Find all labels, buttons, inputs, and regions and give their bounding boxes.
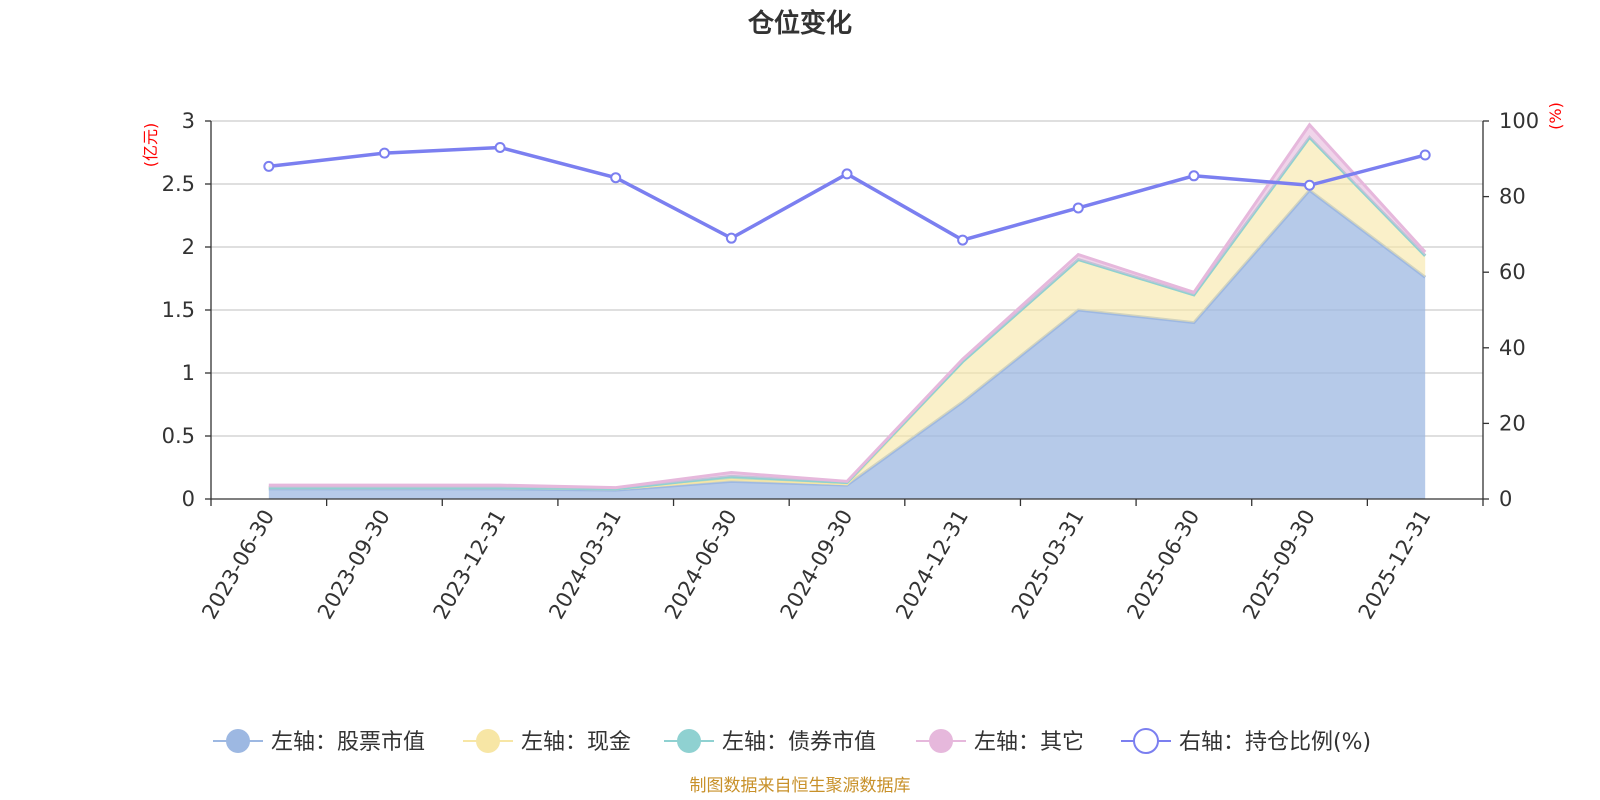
ratio-point xyxy=(1419,149,1431,161)
area-series-3-edge xyxy=(268,122,1427,490)
left-axis-tick-label: 2.5 xyxy=(162,172,195,196)
position-ratio-line xyxy=(263,141,1431,246)
legend-label: 左轴：其它 xyxy=(974,730,1084,755)
left-axis-tick-label: 0 xyxy=(182,487,195,511)
right-axis-tick-label: 80 xyxy=(1499,185,1526,209)
ratio-point xyxy=(725,232,737,244)
legend-marker xyxy=(677,729,701,753)
legend-item-4[interactable]: 右轴：持仓比例(%) xyxy=(1121,728,1371,755)
legend-marker xyxy=(226,729,250,753)
left-axis-unit: (亿元) xyxy=(141,123,160,168)
right-axis-tick-label: 40 xyxy=(1499,336,1526,360)
right-axis-tick-label: 100 xyxy=(1499,109,1539,133)
right-axis-tick-label: 20 xyxy=(1499,411,1526,435)
x-axis-tick-label: 2025-06-30 xyxy=(1122,506,1204,624)
left-axis-tick-label: 2 xyxy=(182,235,195,259)
legend-label: 右轴：持仓比例(%) xyxy=(1179,730,1371,755)
left-axis-tick-label: 1 xyxy=(182,361,195,385)
legend[interactable]: 左轴：股票市值 左轴：现金 左轴：债券市值 左轴：其它 右轴：持仓比例(%) xyxy=(213,728,1371,755)
x-axis-tick-label: 2025-03-31 xyxy=(1007,506,1089,624)
legend-marker xyxy=(929,729,953,753)
ratio-point xyxy=(841,168,853,180)
x-axis-tick-label: 2023-06-30 xyxy=(197,506,279,624)
x-axis-tick-label: 2023-12-31 xyxy=(429,506,511,624)
x-axis-tick-label: 2024-03-31 xyxy=(544,506,626,624)
legend-item-0[interactable]: 左轴：股票市值 xyxy=(213,729,425,755)
right-axis-tick-label: 60 xyxy=(1499,260,1526,284)
ratio-point xyxy=(1188,170,1200,182)
right-axis-unit: (%) xyxy=(1546,102,1565,130)
ratio-point xyxy=(957,234,969,246)
area-series-1 xyxy=(268,137,1426,491)
right-axis-tick-label: 0 xyxy=(1499,487,1512,511)
x-axis-tick-label: 2024-06-30 xyxy=(660,506,742,624)
legend-item-1[interactable]: 左轴：现金 xyxy=(463,729,631,755)
legend-item-2[interactable]: 左轴：债券市值 xyxy=(664,729,876,755)
legend-label: 左轴：股票市值 xyxy=(271,730,425,755)
left-axis-tick-label: 0.5 xyxy=(162,424,195,448)
x-axis-tick-label: 2024-09-30 xyxy=(776,506,858,624)
ratio-point xyxy=(1072,202,1084,214)
legend-marker xyxy=(1133,728,1159,754)
data-source-note: 制图数据来自恒生聚源数据库 xyxy=(690,776,911,796)
legend-item-3[interactable]: 左轴：其它 xyxy=(916,729,1084,755)
legend-label: 左轴：债券市值 xyxy=(722,730,876,755)
x-axis-tick-label: 2024-12-31 xyxy=(891,506,973,624)
ratio-point xyxy=(610,172,622,184)
chart-title: 仓位变化 xyxy=(747,8,852,39)
ratio-point xyxy=(263,160,275,172)
ratio-point xyxy=(1304,179,1316,191)
left-axis-tick-label: 3 xyxy=(182,109,195,133)
stacked-areas xyxy=(268,122,1427,500)
legend-label: 左轴：现金 xyxy=(521,730,631,755)
area-series-0 xyxy=(268,190,1426,500)
ratio-point xyxy=(494,141,506,153)
x-axis-tick-label: 2025-12-31 xyxy=(1354,506,1436,624)
left-axis-tick-label: 1.5 xyxy=(162,298,195,322)
legend-marker xyxy=(476,729,500,753)
x-axis-tick-label: 2025-09-30 xyxy=(1238,506,1320,624)
ratio-point xyxy=(378,147,390,159)
x-axis-tick-label: 2023-09-30 xyxy=(313,506,395,624)
